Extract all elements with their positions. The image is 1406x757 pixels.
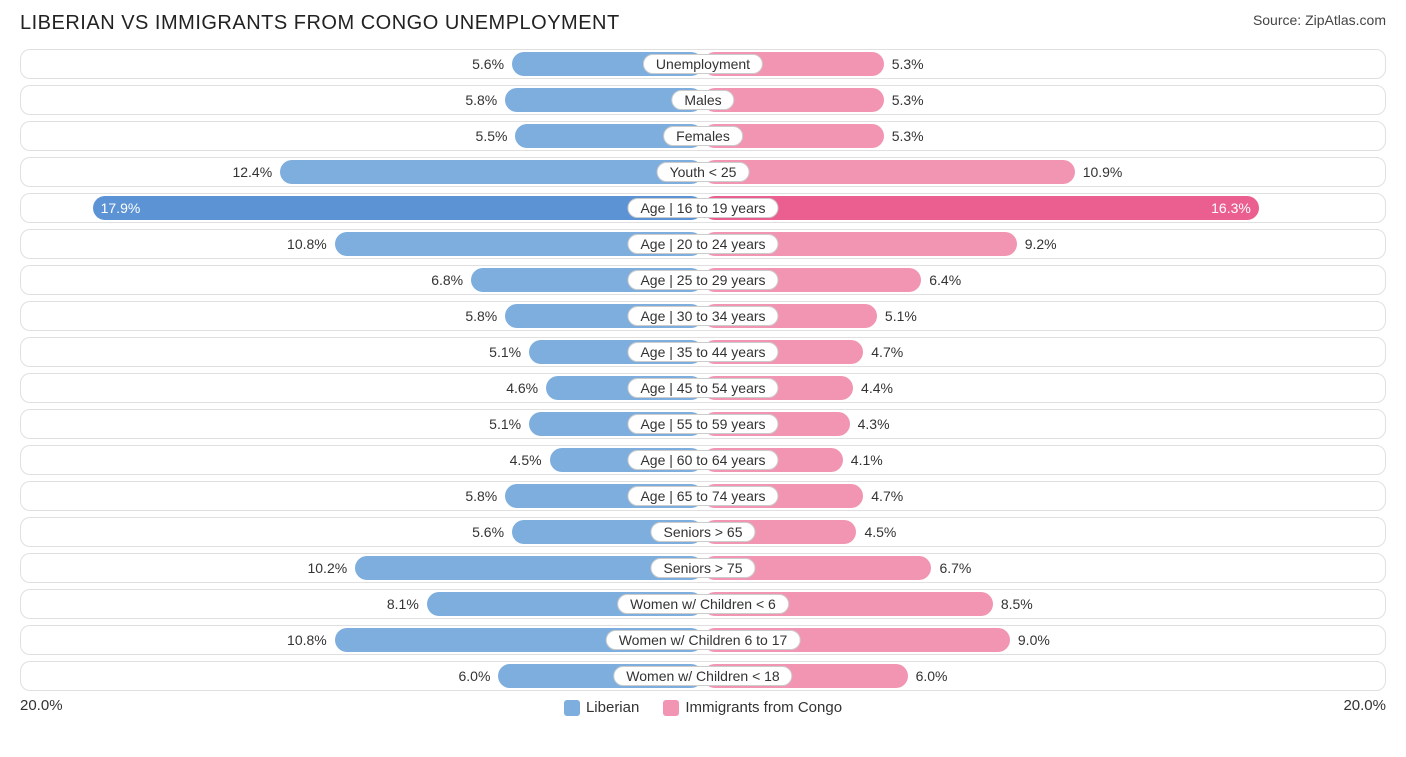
value-right: 4.5% [864,524,896,540]
diverging-bar-chart: 5.6% 5.3% Unemployment 5.8% 5.3% Males 5.5% 5.3… [20,49,1386,691]
chart-row: 10.2% 6.7% Seniors > 75 [20,553,1386,583]
value-left: 4.5% [510,452,542,468]
chart-row: 4.6% 4.4% Age | 45 to 54 years [20,373,1386,403]
category-label: Age | 55 to 59 years [627,414,778,434]
value-right: 6.4% [929,272,961,288]
chart-row: 5.1% 4.3% Age | 55 to 59 years [20,409,1386,439]
value-right: 5.1% [885,308,917,324]
value-left: 5.6% [472,56,504,72]
value-right: 4.4% [861,380,893,396]
bar-left [280,160,703,184]
category-label: Age | 65 to 74 years [627,486,778,506]
legend-item-left: Liberian [564,699,639,716]
chart-row: 5.8% 5.1% Age | 30 to 34 years [20,301,1386,331]
category-label: Women w/ Children 6 to 17 [606,630,801,650]
value-left: 6.0% [458,668,490,684]
legend-item-right: Immigrants from Congo [663,699,842,716]
value-left: 5.8% [465,308,497,324]
chart-row: 17.9% 16.3% Age | 16 to 19 years [20,193,1386,223]
category-label: Age | 60 to 64 years [627,450,778,470]
chart-row: 6.0% 6.0% Women w/ Children < 18 [20,661,1386,691]
source-attribution: Source: ZipAtlas.com [1253,12,1386,28]
value-left: 5.1% [489,416,521,432]
category-label: Age | 25 to 29 years [627,270,778,290]
value-right: 4.7% [871,344,903,360]
value-left: 10.2% [307,560,347,576]
category-label: Seniors > 75 [651,558,756,578]
bar-left [93,196,703,220]
category-label: Age | 45 to 54 years [627,378,778,398]
value-right: 9.0% [1018,632,1050,648]
value-left: 5.8% [465,488,497,504]
bar-right [703,196,1259,220]
chart-row: 5.5% 5.3% Females [20,121,1386,151]
bar-right [703,160,1075,184]
value-right: 10.9% [1083,164,1123,180]
category-label: Males [671,90,734,110]
value-right: 6.0% [916,668,948,684]
value-left: 6.8% [431,272,463,288]
category-label: Age | 16 to 19 years [627,198,778,218]
value-right: 5.3% [892,92,924,108]
chart-title: LIBERIAN VS IMMIGRANTS FROM CONGO UNEMPL… [20,12,620,35]
category-label: Age | 20 to 24 years [627,234,778,254]
category-label: Women w/ Children < 6 [617,594,789,614]
legend-swatch-right [663,700,679,716]
chart-row: 5.1% 4.7% Age | 35 to 44 years [20,337,1386,367]
value-left: 10.8% [287,632,327,648]
value-left: 5.1% [489,344,521,360]
chart-row: 5.6% 5.3% Unemployment [20,49,1386,79]
value-left: 5.5% [476,128,508,144]
category-label: Unemployment [643,54,763,74]
value-right: 5.3% [892,56,924,72]
value-right: 5.3% [892,128,924,144]
legend-label-left: Liberian [586,699,639,716]
legend-label-right: Immigrants from Congo [685,699,842,716]
category-label: Women w/ Children < 18 [613,666,792,686]
value-left: 8.1% [387,596,419,612]
value-right: 16.3% [1211,200,1251,216]
category-label: Youth < 25 [657,162,750,182]
value-left: 5.8% [465,92,497,108]
value-right: 6.7% [939,560,971,576]
value-right: 4.7% [871,488,903,504]
value-left: 10.8% [287,236,327,252]
chart-row: 10.8% 9.2% Age | 20 to 24 years [20,229,1386,259]
value-right: 9.2% [1025,236,1057,252]
legend-swatch-left [564,700,580,716]
category-label: Females [663,126,743,146]
chart-row: 8.1% 8.5% Women w/ Children < 6 [20,589,1386,619]
value-left: 4.6% [506,380,538,396]
value-left: 12.4% [232,164,272,180]
category-label: Age | 30 to 34 years [627,306,778,326]
category-label: Seniors > 65 [651,522,756,542]
value-right: 4.3% [858,416,890,432]
value-right: 4.1% [851,452,883,468]
chart-row: 6.8% 6.4% Age | 25 to 29 years [20,265,1386,295]
chart-row: 5.6% 4.5% Seniors > 65 [20,517,1386,547]
category-label: Age | 35 to 44 years [627,342,778,362]
chart-row: 5.8% 5.3% Males [20,85,1386,115]
chart-row: 12.4% 10.9% Youth < 25 [20,157,1386,187]
chart-row: 10.8% 9.0% Women w/ Children 6 to 17 [20,625,1386,655]
chart-row: 4.5% 4.1% Age | 60 to 64 years [20,445,1386,475]
value-left: 17.9% [101,200,141,216]
value-right: 8.5% [1001,596,1033,612]
chart-row: 5.8% 4.7% Age | 65 to 74 years [20,481,1386,511]
value-left: 5.6% [472,524,504,540]
